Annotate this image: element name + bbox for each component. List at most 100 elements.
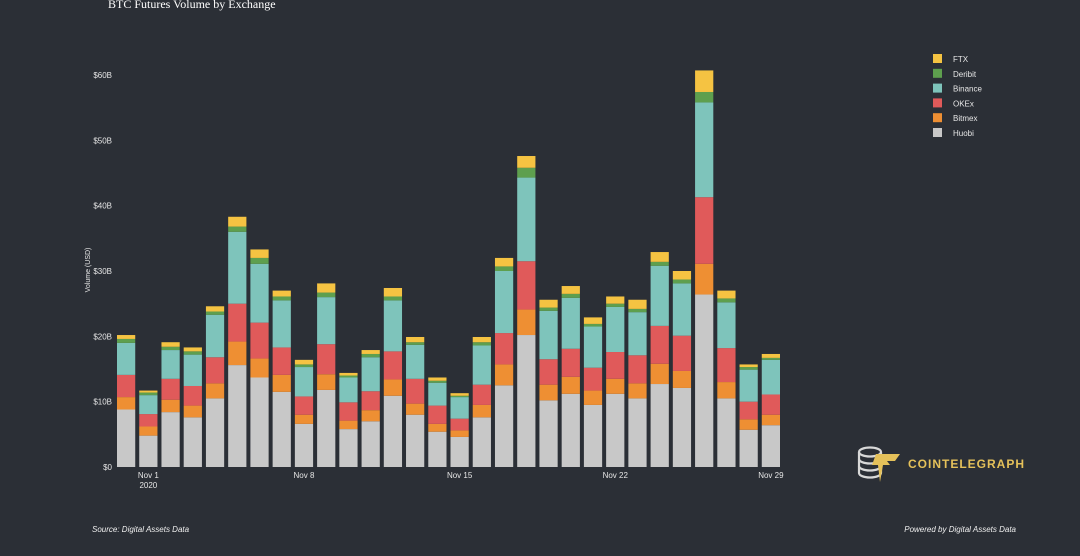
bar-segment-binance-0 <box>117 342 136 375</box>
bar-segment-huobi-17 <box>494 385 514 467</box>
bar-segment-bitmex-15 <box>450 430 469 437</box>
bar-segment-okex-24 <box>650 325 669 364</box>
bar-segment-huobi-3 <box>183 417 202 467</box>
bar-segment-deribit-1 <box>139 392 158 396</box>
bar-segment-huobi-10 <box>339 429 358 467</box>
bar-segment-binance-18 <box>517 177 536 262</box>
bar-segment-okex-17 <box>494 333 514 365</box>
y-tick-label: $0 <box>103 463 112 472</box>
bar-segment-okex-22 <box>606 352 625 379</box>
bar-segment-binance-12 <box>383 300 403 352</box>
bar-segment-bitmex-24 <box>650 363 669 385</box>
bar-segment-deribit-3 <box>183 351 202 355</box>
bar-segment-binance-24 <box>650 265 669 326</box>
y-tick-label: $30B <box>93 267 112 276</box>
bar-segment-deribit-22 <box>606 303 625 307</box>
bar-segment-huobi-14 <box>428 431 447 467</box>
bar-segment-deribit-23 <box>628 308 647 313</box>
bar-segment-binance-26 <box>695 102 714 198</box>
bar-segment-deribit-25 <box>672 279 692 284</box>
bar-segment-deribit-12 <box>383 296 403 301</box>
bar-segment-ftx-23 <box>628 299 647 309</box>
bar-segment-bitmex-22 <box>606 378 625 394</box>
x-tick-label: Nov 1 <box>138 471 159 480</box>
bar-segment-binance-14 <box>428 382 447 406</box>
source-note: Source: Digital Assets Data <box>92 525 190 534</box>
bar-segment-binance-13 <box>406 344 425 379</box>
bar-segment-huobi-21 <box>583 404 603 467</box>
bar-segment-bitmex-11 <box>361 410 380 422</box>
bar-segment-bitmex-28 <box>739 419 758 430</box>
bar-segment-binance-2 <box>161 350 180 379</box>
bar-segment-ftx-19 <box>539 299 558 308</box>
bar-segment-binance-22 <box>606 306 625 353</box>
brand-name: COINTELEGRAPH <box>908 457 1026 471</box>
bar-segment-bitmex-12 <box>383 379 403 396</box>
bar-segment-huobi-8 <box>294 423 314 467</box>
bar-segment-okex-3 <box>183 385 202 406</box>
bar-segment-huobi-15 <box>450 436 469 467</box>
bar-segment-binance-10 <box>339 377 358 403</box>
bar-segment-binance-27 <box>717 302 736 349</box>
y-tick-label: $50B <box>93 136 112 145</box>
bar-segment-okex-2 <box>161 378 180 400</box>
bar-segment-okex-21 <box>583 367 603 391</box>
bar-segment-ftx-12 <box>383 287 403 297</box>
bar-segment-binance-19 <box>539 310 558 360</box>
bar-segment-bitmex-4 <box>205 383 225 399</box>
bar-segment-huobi-25 <box>672 387 692 467</box>
y-tick-label: $40B <box>93 202 112 211</box>
y-axis-title: Volume (USD) <box>85 248 92 293</box>
bar-segment-binance-4 <box>205 314 225 358</box>
bar-segment-ftx-13 <box>406 336 425 343</box>
bar-segment-bitmex-29 <box>761 414 780 426</box>
bar-segment-deribit-28 <box>739 367 758 370</box>
bar-segment-deribit-6 <box>250 257 269 264</box>
bar-segment-okex-14 <box>428 405 447 424</box>
bar-segment-binance-17 <box>494 271 514 334</box>
bar-segment-bitmex-6 <box>250 358 269 378</box>
y-axis: $0 $10B $20B $30B $40B $50B $60B <box>93 71 112 472</box>
bar-segment-okex-11 <box>361 391 380 411</box>
legend-swatch-deribit <box>933 68 942 78</box>
bar-segment-okex-16 <box>472 384 491 405</box>
bar-segment-bitmex-1 <box>139 426 158 436</box>
bar-segment-bitmex-7 <box>272 374 291 392</box>
bar-segment-okex-28 <box>739 401 758 420</box>
legend-label-bitmex: Bitmex <box>953 114 977 123</box>
bar-segment-okex-7 <box>272 347 291 375</box>
bar-segment-deribit-24 <box>650 261 669 266</box>
bar-segment-binance-29 <box>761 359 780 395</box>
bar-segment-binance-7 <box>272 300 291 348</box>
cointelegraph-logo-icon <box>857 446 900 482</box>
bar-segment-ftx-20 <box>561 286 580 294</box>
bar-segment-deribit-10 <box>339 375 358 378</box>
bar-segment-binance-20 <box>561 297 580 349</box>
bar-segment-deribit-19 <box>539 307 558 311</box>
bar-segment-ftx-21 <box>583 317 603 324</box>
legend-label-okex: OKEx <box>953 99 974 108</box>
bar-segment-deribit-9 <box>317 292 336 298</box>
bar-segment-binance-9 <box>317 297 336 345</box>
bar-segment-bitmex-9 <box>317 374 336 390</box>
bar-segment-deribit-0 <box>117 338 136 343</box>
x-tick-label: Nov 29 <box>758 471 784 480</box>
brand-logo: COINTELEGRAPH <box>856 444 1025 484</box>
bar-segment-bitmex-18 <box>517 309 536 336</box>
bar-segment-binance-1 <box>139 395 158 415</box>
bar-segment-binance-5 <box>228 231 247 304</box>
bar-segment-bitmex-17 <box>494 364 514 386</box>
bar-segment-binance-25 <box>672 283 692 336</box>
bar-segment-huobi-0 <box>117 409 136 467</box>
legend-swatch-huobi <box>933 128 942 137</box>
bar-segment-ftx-15 <box>450 393 469 396</box>
x-tick-sublabel: 2020 <box>139 481 157 490</box>
bar-segment-deribit-15 <box>450 395 469 398</box>
bar-segment-huobi-13 <box>406 414 425 467</box>
legend-label-deribit: Deribit <box>953 70 977 79</box>
bar-segment-okex-18 <box>517 261 536 310</box>
bar-segment-binance-23 <box>628 312 647 356</box>
bar-segment-huobi-27 <box>717 398 736 467</box>
